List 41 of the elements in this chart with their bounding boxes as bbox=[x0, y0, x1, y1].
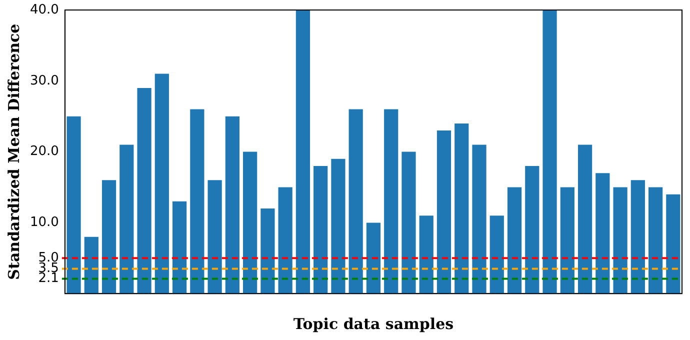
bar bbox=[278, 187, 292, 294]
y-tick-label: 10.0 bbox=[30, 215, 59, 230]
bar bbox=[560, 187, 574, 294]
bar bbox=[314, 166, 328, 294]
bar bbox=[331, 158, 346, 294]
y-tick-label: 30.0 bbox=[30, 73, 59, 88]
bar bbox=[578, 144, 592, 294]
bar bbox=[402, 152, 416, 294]
bar bbox=[66, 116, 81, 294]
bar bbox=[648, 187, 663, 294]
bar bbox=[525, 166, 540, 294]
bar bbox=[596, 173, 610, 294]
bar bbox=[542, 10, 557, 294]
bar bbox=[120, 144, 134, 294]
bar bbox=[190, 109, 204, 294]
bar bbox=[490, 216, 504, 294]
bar bbox=[296, 10, 310, 294]
bar bbox=[666, 194, 680, 294]
bar bbox=[208, 180, 222, 294]
bar bbox=[630, 180, 645, 294]
bar bbox=[419, 216, 434, 294]
bar bbox=[436, 130, 452, 294]
bar bbox=[225, 116, 240, 294]
bar bbox=[472, 144, 486, 294]
y-axis-title: Standardized Mean Difference bbox=[4, 24, 23, 280]
bar bbox=[137, 88, 152, 294]
y-tick-label: 40.0 bbox=[30, 2, 59, 18]
y-tick-label: 20.0 bbox=[30, 144, 59, 160]
bar bbox=[507, 187, 522, 294]
bar bbox=[366, 222, 381, 294]
bar bbox=[243, 152, 258, 294]
bar bbox=[102, 180, 116, 294]
bar bbox=[348, 109, 363, 294]
x-axis-title: Topic data samples bbox=[293, 314, 454, 333]
bar bbox=[613, 187, 628, 294]
bar bbox=[172, 201, 187, 294]
bar bbox=[260, 208, 275, 294]
bar bbox=[384, 109, 398, 294]
bar bbox=[154, 74, 169, 294]
bar bbox=[84, 236, 98, 294]
bar bbox=[454, 123, 469, 294]
